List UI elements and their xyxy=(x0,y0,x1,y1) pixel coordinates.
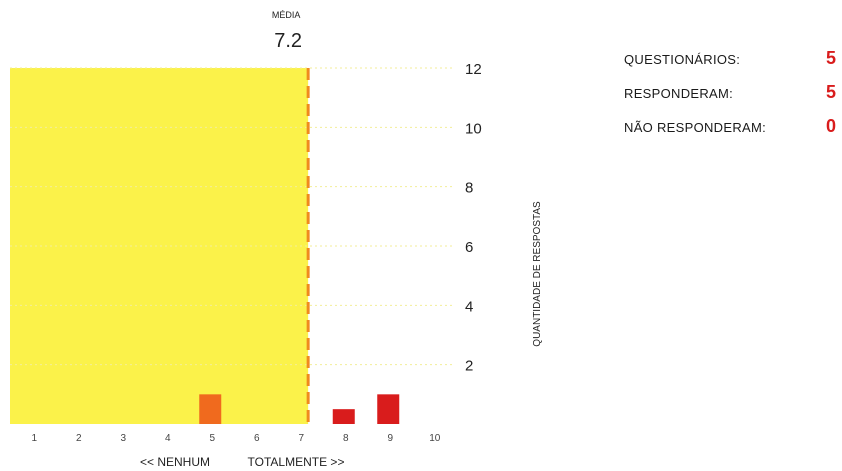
mean-value: 7.2 xyxy=(274,30,302,52)
x-label-left: << NENHUM xyxy=(140,455,210,469)
y-tick-label: 4 xyxy=(465,298,473,315)
y-axis-label: QUANTIDADE DE RESPOSTAS xyxy=(532,201,543,347)
stat-value: 5 xyxy=(825,48,836,68)
stat-label: NÃO RESPONDERAM: xyxy=(624,120,767,135)
x-label-right: TOTALMENTE >> xyxy=(248,455,345,469)
shaded-zone xyxy=(10,68,309,424)
x-tick-label: 4 xyxy=(165,433,171,444)
x-tick-label: 6 xyxy=(254,433,260,444)
stat-value: 5 xyxy=(825,82,836,102)
stat-row-responderam: RESPONDERAM: 5 xyxy=(600,82,840,118)
x-tick-label: 10 xyxy=(429,433,441,444)
x-tick-label: 2 xyxy=(76,433,82,444)
bar xyxy=(332,409,355,424)
x-tick-label: 5 xyxy=(209,433,215,444)
x-tick-label: 3 xyxy=(120,433,126,444)
stat-label: QUESTIONÁRIOS: xyxy=(624,52,741,67)
stat-value: 0 xyxy=(825,116,836,136)
y-tick-label: 12 xyxy=(465,61,482,78)
stats-panel: QUESTIONÁRIOS: 5 RESPONDERAM: 5 NÃO RESP… xyxy=(600,48,840,152)
y-tick-label: 6 xyxy=(465,239,473,256)
mean-label: MÉDIA xyxy=(272,10,301,20)
x-tick-label: 7 xyxy=(298,433,304,444)
stat-row-questionarios: QUESTIONÁRIOS: 5 xyxy=(600,48,840,84)
y-tick-label: 2 xyxy=(465,358,473,375)
y-tick-label: 10 xyxy=(465,120,482,137)
x-tick-label: 8 xyxy=(343,433,349,444)
bar xyxy=(377,394,400,424)
stat-label: RESPONDERAM: xyxy=(624,86,734,101)
x-tick-label: 9 xyxy=(387,433,393,444)
y-tick-label: 8 xyxy=(465,180,473,197)
bar xyxy=(199,394,222,424)
x-tick-label: 1 xyxy=(31,433,37,444)
stat-row-nao-responderam: NÃO RESPONDERAM: 0 xyxy=(600,116,840,152)
